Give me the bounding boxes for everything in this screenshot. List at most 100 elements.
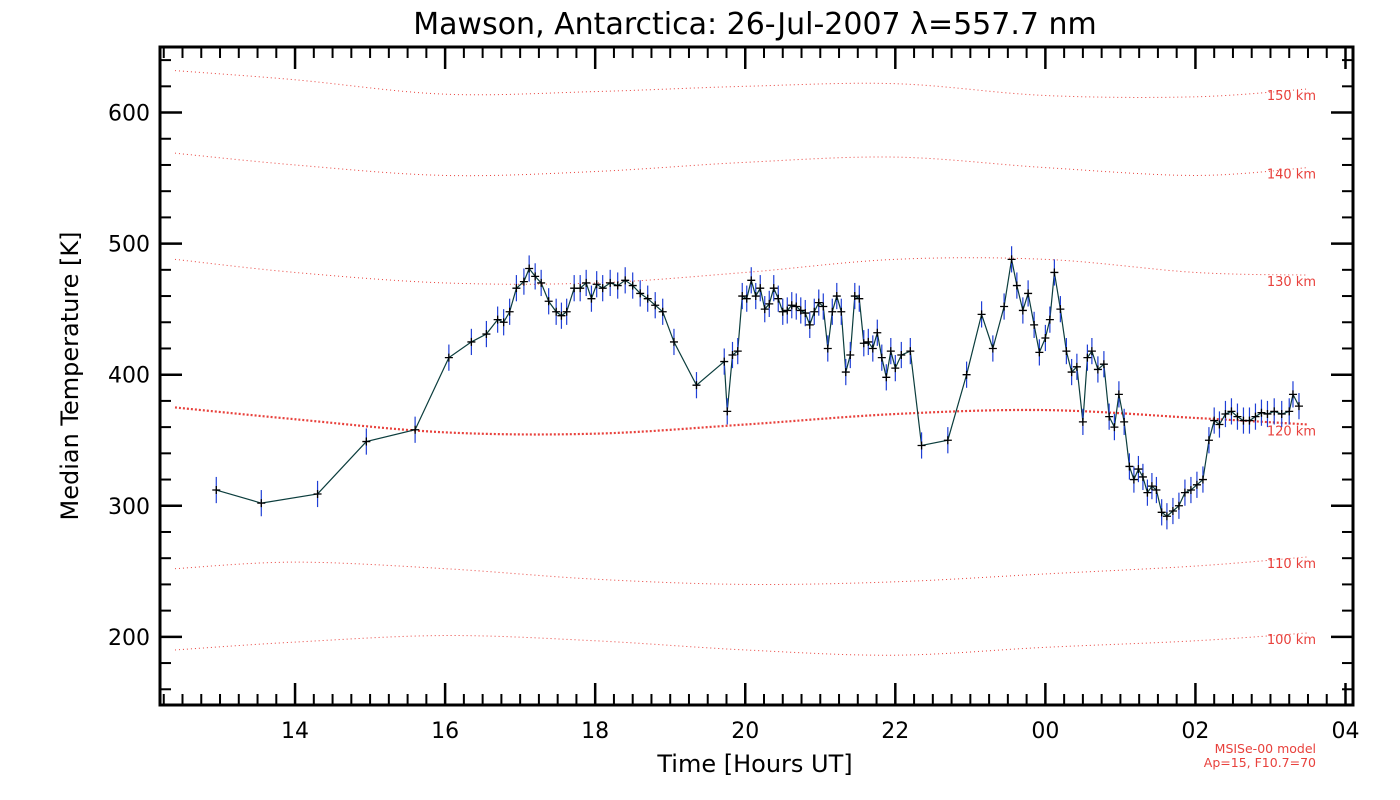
data-point	[313, 489, 322, 498]
data-point	[1147, 482, 1156, 491]
data-point	[1007, 255, 1016, 264]
data-point	[362, 437, 371, 446]
data-point	[658, 307, 667, 316]
data-point	[1157, 508, 1166, 517]
data-point	[728, 351, 737, 360]
data-point	[493, 315, 502, 324]
x-tick-label: 00	[1031, 719, 1059, 744]
data-point	[512, 284, 521, 293]
data-point	[1125, 462, 1134, 471]
data-point	[850, 292, 859, 301]
data-point	[1078, 417, 1087, 426]
data-point	[1186, 486, 1195, 495]
data-point	[519, 277, 528, 286]
data-point	[576, 284, 585, 293]
data-point	[783, 306, 792, 315]
data-series	[212, 246, 1303, 530]
data-point	[1105, 412, 1114, 421]
x-tick-label: 16	[431, 719, 459, 744]
data-point	[587, 294, 596, 303]
model-line-150km	[174, 70, 1309, 98]
data-point	[720, 357, 729, 366]
data-point	[1035, 348, 1044, 357]
data-point	[859, 339, 868, 348]
data-point	[1050, 268, 1059, 277]
data-point	[1192, 480, 1201, 489]
data-point	[1138, 472, 1147, 481]
data-point	[1168, 507, 1177, 516]
data-point	[917, 441, 926, 450]
data-point	[1087, 347, 1096, 356]
data-point	[765, 299, 774, 308]
model-lines: 150 km 140 km 130 km 120 km 110 km 100 km	[174, 70, 1316, 656]
data-point	[977, 310, 986, 319]
data-point	[606, 278, 615, 287]
data-point	[1227, 407, 1236, 416]
data-point	[444, 353, 453, 362]
data-point	[886, 347, 895, 356]
data-point	[828, 307, 837, 316]
model-label-100km: 100 km	[1267, 633, 1316, 648]
data-point	[778, 307, 787, 316]
data-point	[988, 344, 997, 353]
data-point	[1056, 305, 1065, 314]
data-point	[1045, 315, 1054, 324]
model-label-130km: 130 km	[1267, 275, 1316, 290]
data-point	[621, 276, 630, 285]
data-point	[855, 294, 864, 303]
data-point	[1072, 362, 1081, 371]
data-point	[1288, 390, 1297, 399]
data-point	[411, 425, 420, 434]
plot-frame	[158, 45, 1355, 707]
data-point	[651, 301, 660, 310]
data-point	[1257, 408, 1266, 417]
data-point	[796, 306, 805, 315]
y-tick-label: 400	[108, 364, 150, 389]
data-point	[669, 337, 678, 346]
x-tick-label: 18	[581, 719, 609, 744]
model-label-110km: 110 km	[1267, 557, 1316, 572]
data-point	[1024, 289, 1033, 298]
data-point	[837, 307, 846, 316]
data-point	[810, 307, 819, 316]
x-tick-label: 22	[881, 719, 909, 744]
data-point	[582, 278, 591, 287]
data-point	[891, 364, 900, 373]
data-point	[643, 294, 652, 303]
data-point	[1263, 410, 1272, 419]
data-point	[1270, 407, 1279, 416]
data-point	[557, 311, 566, 320]
data-point	[592, 280, 601, 289]
data-point	[751, 292, 760, 301]
data-point	[613, 281, 622, 290]
data-point	[769, 284, 778, 293]
data-point	[552, 307, 561, 316]
model-line-140km	[174, 152, 1309, 177]
data-point	[257, 499, 266, 508]
x-tick-label: 20	[731, 719, 759, 744]
y-tick-label: 600	[108, 102, 150, 127]
y-tick-label: 500	[108, 233, 150, 258]
model-line-110km	[174, 556, 1309, 585]
data-point	[864, 337, 873, 346]
data-point	[1041, 333, 1050, 342]
data-point	[841, 368, 850, 377]
data-point	[1067, 368, 1076, 377]
data-point	[877, 353, 886, 362]
data-point	[882, 373, 891, 382]
y-tick-label: 300	[108, 495, 150, 520]
series-line	[216, 259, 1300, 518]
data-point	[562, 307, 571, 316]
y-tick-label: 200	[108, 626, 150, 651]
data-point	[1245, 416, 1254, 425]
data-point	[1152, 486, 1161, 495]
x-tick-label: 02	[1181, 719, 1209, 744]
model-note-line-1: MSISe-00 model	[1215, 741, 1316, 756]
data-point	[1285, 407, 1294, 416]
data-point	[628, 281, 637, 290]
data-point	[943, 436, 952, 445]
x-tick-label: 04	[1331, 719, 1359, 744]
data-point	[544, 297, 553, 306]
data-point	[1129, 475, 1138, 484]
